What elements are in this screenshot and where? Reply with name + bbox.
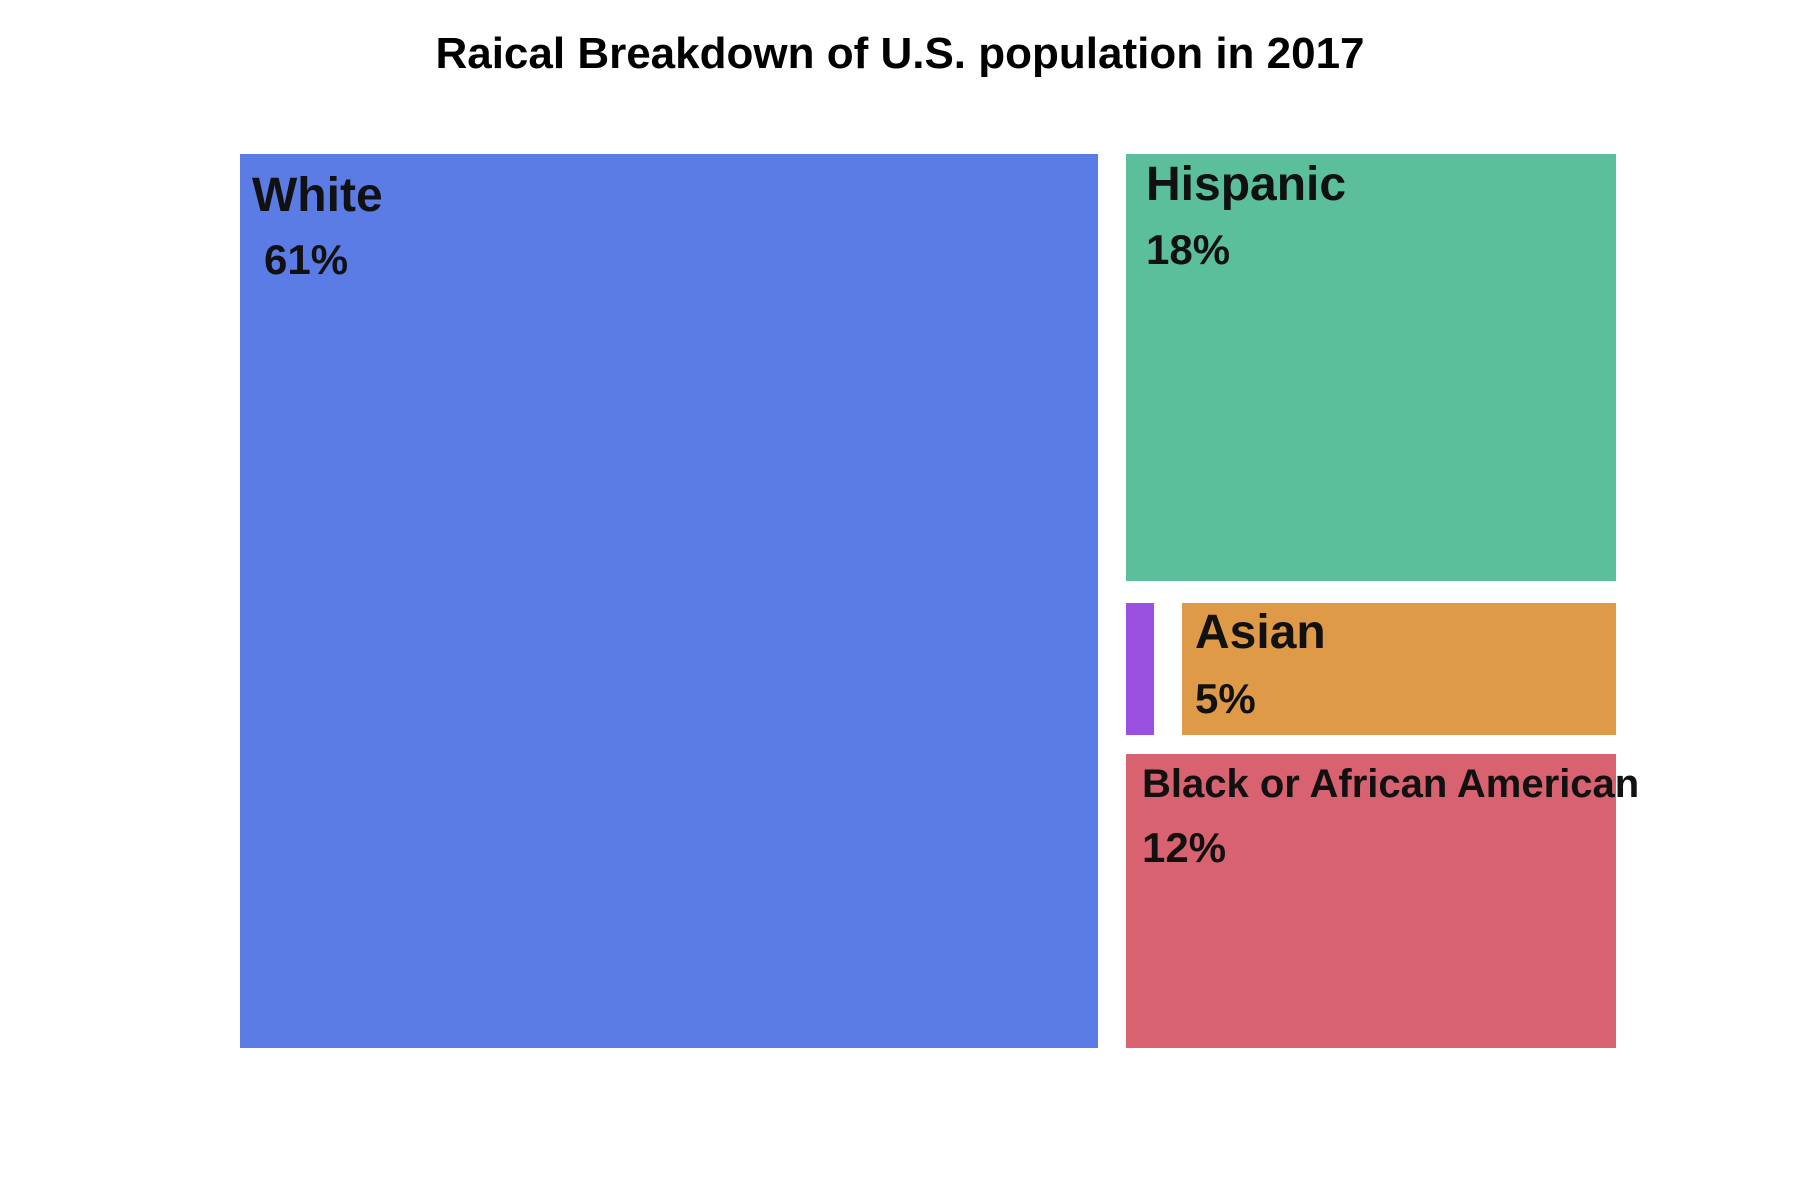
- cell-black: [1126, 754, 1616, 1048]
- treemap-labels: White 61% Hispanic 18% Asian 5% Black or…: [252, 158, 1639, 871]
- chart-title: Raical Breakdown of U.S. population in 2…: [435, 29, 1364, 78]
- cell-label-black: Black or African American: [1142, 762, 1639, 806]
- cell-value-hispanic: 18%: [1146, 226, 1230, 273]
- cell-label-asian: Asian: [1195, 606, 1326, 659]
- cell-label-white: White: [252, 169, 383, 222]
- cell-value-black: 12%: [1142, 824, 1226, 871]
- cell-value-asian: 5%: [1195, 675, 1256, 722]
- cell-label-hispanic: Hispanic: [1146, 158, 1346, 211]
- cell-value-white: 61%: [264, 236, 348, 283]
- cell-white: [240, 154, 1098, 1048]
- cell-hispanic: [1126, 154, 1616, 581]
- cell-asian: [1182, 603, 1616, 735]
- cell-other-small: [1126, 603, 1154, 735]
- treemap-cells: [240, 154, 1616, 1048]
